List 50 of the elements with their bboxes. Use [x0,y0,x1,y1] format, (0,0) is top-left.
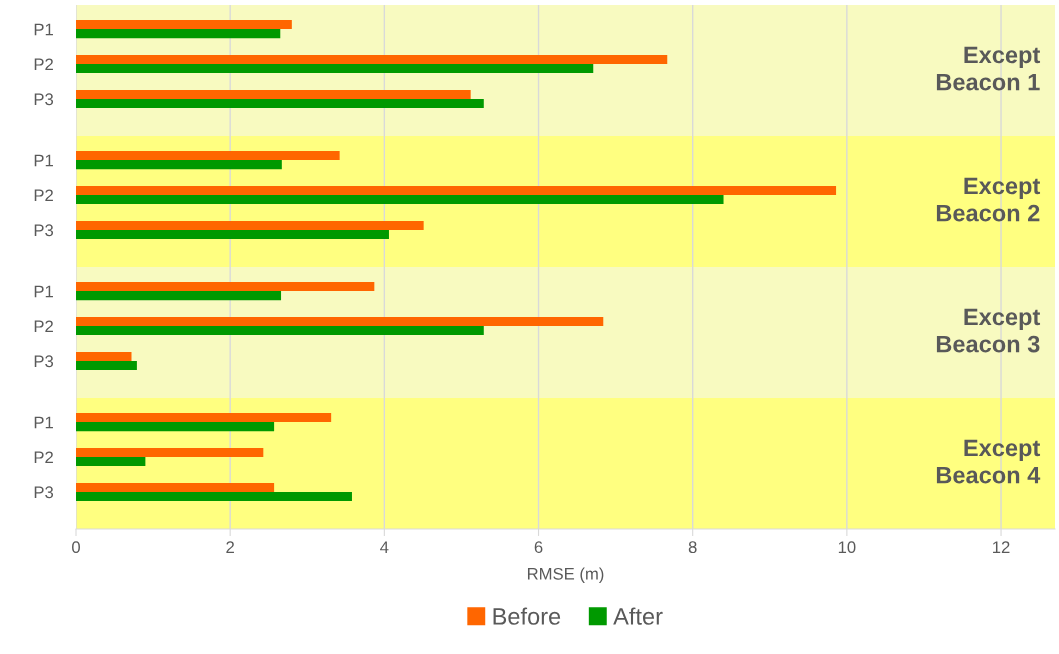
legend-label: After [613,607,663,625]
bar [76,229,389,240]
bar [76,151,340,161]
y-tick-label: P3 [34,355,54,368]
bar [76,413,332,423]
y-tick-label: P2 [34,189,53,202]
x-axis-title: RMSE (m) [527,567,604,583]
x-tick-label: 6 [534,541,543,554]
x-tick-label: 4 [380,541,389,553]
band-label: Except Beacon 2 [936,177,1041,222]
y-tick-label: P1 [34,23,53,36]
bar [76,54,668,65]
bar [76,457,146,467]
bar [76,195,724,205]
bar [76,185,837,196]
bar [76,491,352,502]
bar [76,291,282,301]
x-tick-label: 2 [226,541,234,553]
bar [76,351,132,361]
bar [76,360,137,371]
bar [76,160,282,170]
y-tick-label: P2 [34,320,53,333]
bar [76,316,604,327]
bar [76,89,471,99]
band-label: Except Beacon 1 [936,46,1041,91]
band-label: Except Beacon 3 [936,308,1041,353]
y-tick-label: P1 [34,154,53,167]
y-tick-label: P3 [34,224,54,237]
y-tick-label: P2 [34,451,53,464]
x-tick-label: 8 [688,541,697,554]
bar [76,220,424,230]
y-tick-label: P3 [34,93,54,106]
legend-label: Before [493,607,561,625]
bar [76,482,275,492]
bar [76,326,484,336]
y-tick-label: P1 [34,285,53,298]
bar [76,447,264,458]
y-tick-label: P2 [34,58,53,71]
y-tick-label: P3 [34,486,54,499]
bar [76,29,281,39]
bar [76,282,375,292]
x-tick-label: 10 [838,541,856,554]
bar [76,20,292,30]
x-tick-label: 0 [72,541,80,554]
bar [76,422,275,432]
bar [76,98,484,109]
bar [76,64,594,74]
y-tick-label: P1 [34,416,53,429]
x-tick-label: 12 [993,541,1010,553]
band-label: Except Beacon 4 [936,439,1041,484]
